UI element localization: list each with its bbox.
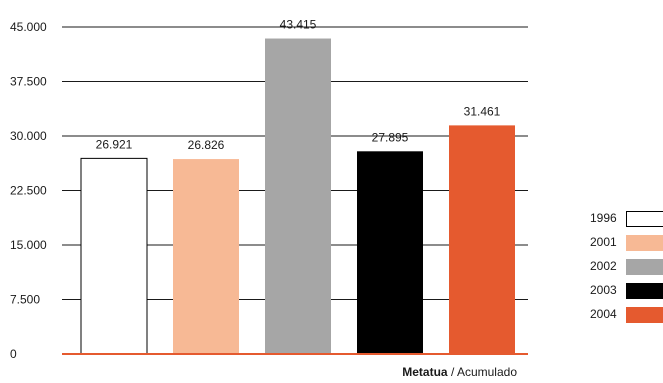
data-label-2003: 27.895	[372, 130, 409, 144]
caption-bold: Metatua	[402, 365, 448, 379]
y-tick-label: 0	[10, 347, 17, 361]
y-tick-label: 45.000	[10, 20, 47, 34]
bars	[80, 38, 515, 355]
legend-label: 2002	[590, 259, 617, 273]
legend-label: 2001	[590, 235, 617, 249]
caption-separator: /	[447, 365, 457, 379]
legend-label: 1996	[590, 211, 617, 225]
bar-2001	[173, 159, 239, 354]
y-tick-label: 22.500	[10, 184, 47, 198]
y-axis-ticks: 0 7.500 15.000 22.500 30.000 37.500 45.000	[10, 20, 47, 361]
chart-caption: Metatua / Acumulado	[402, 365, 517, 379]
y-tick-label: 37.500	[10, 75, 47, 89]
y-tick-label: 7.500	[10, 293, 40, 307]
data-labels: 26.921 26.826 43.415 27.895 31.461	[96, 18, 501, 153]
legend-swatch	[626, 283, 663, 299]
legend-swatch	[626, 235, 663, 251]
data-label-2004: 31.461	[464, 104, 501, 118]
data-label-2002: 43.415	[280, 18, 317, 32]
legend-swatch	[626, 307, 663, 323]
bar-2002	[265, 38, 331, 354]
data-label-1996: 26.921	[96, 137, 133, 151]
y-tick-label: 15.000	[10, 238, 47, 252]
legend-swatch	[626, 211, 663, 227]
bar-2003	[357, 151, 423, 354]
caption-rest: Acumulado	[456, 365, 517, 379]
data-label-2001: 26.826	[188, 138, 225, 152]
legend-swatch	[626, 259, 663, 275]
bar-2004	[449, 125, 515, 355]
bar-1996	[80, 157, 148, 355]
y-tick-label: 30.000	[10, 129, 47, 143]
legend-label: 2003	[590, 283, 617, 297]
legend-label: 2004	[590, 307, 617, 321]
